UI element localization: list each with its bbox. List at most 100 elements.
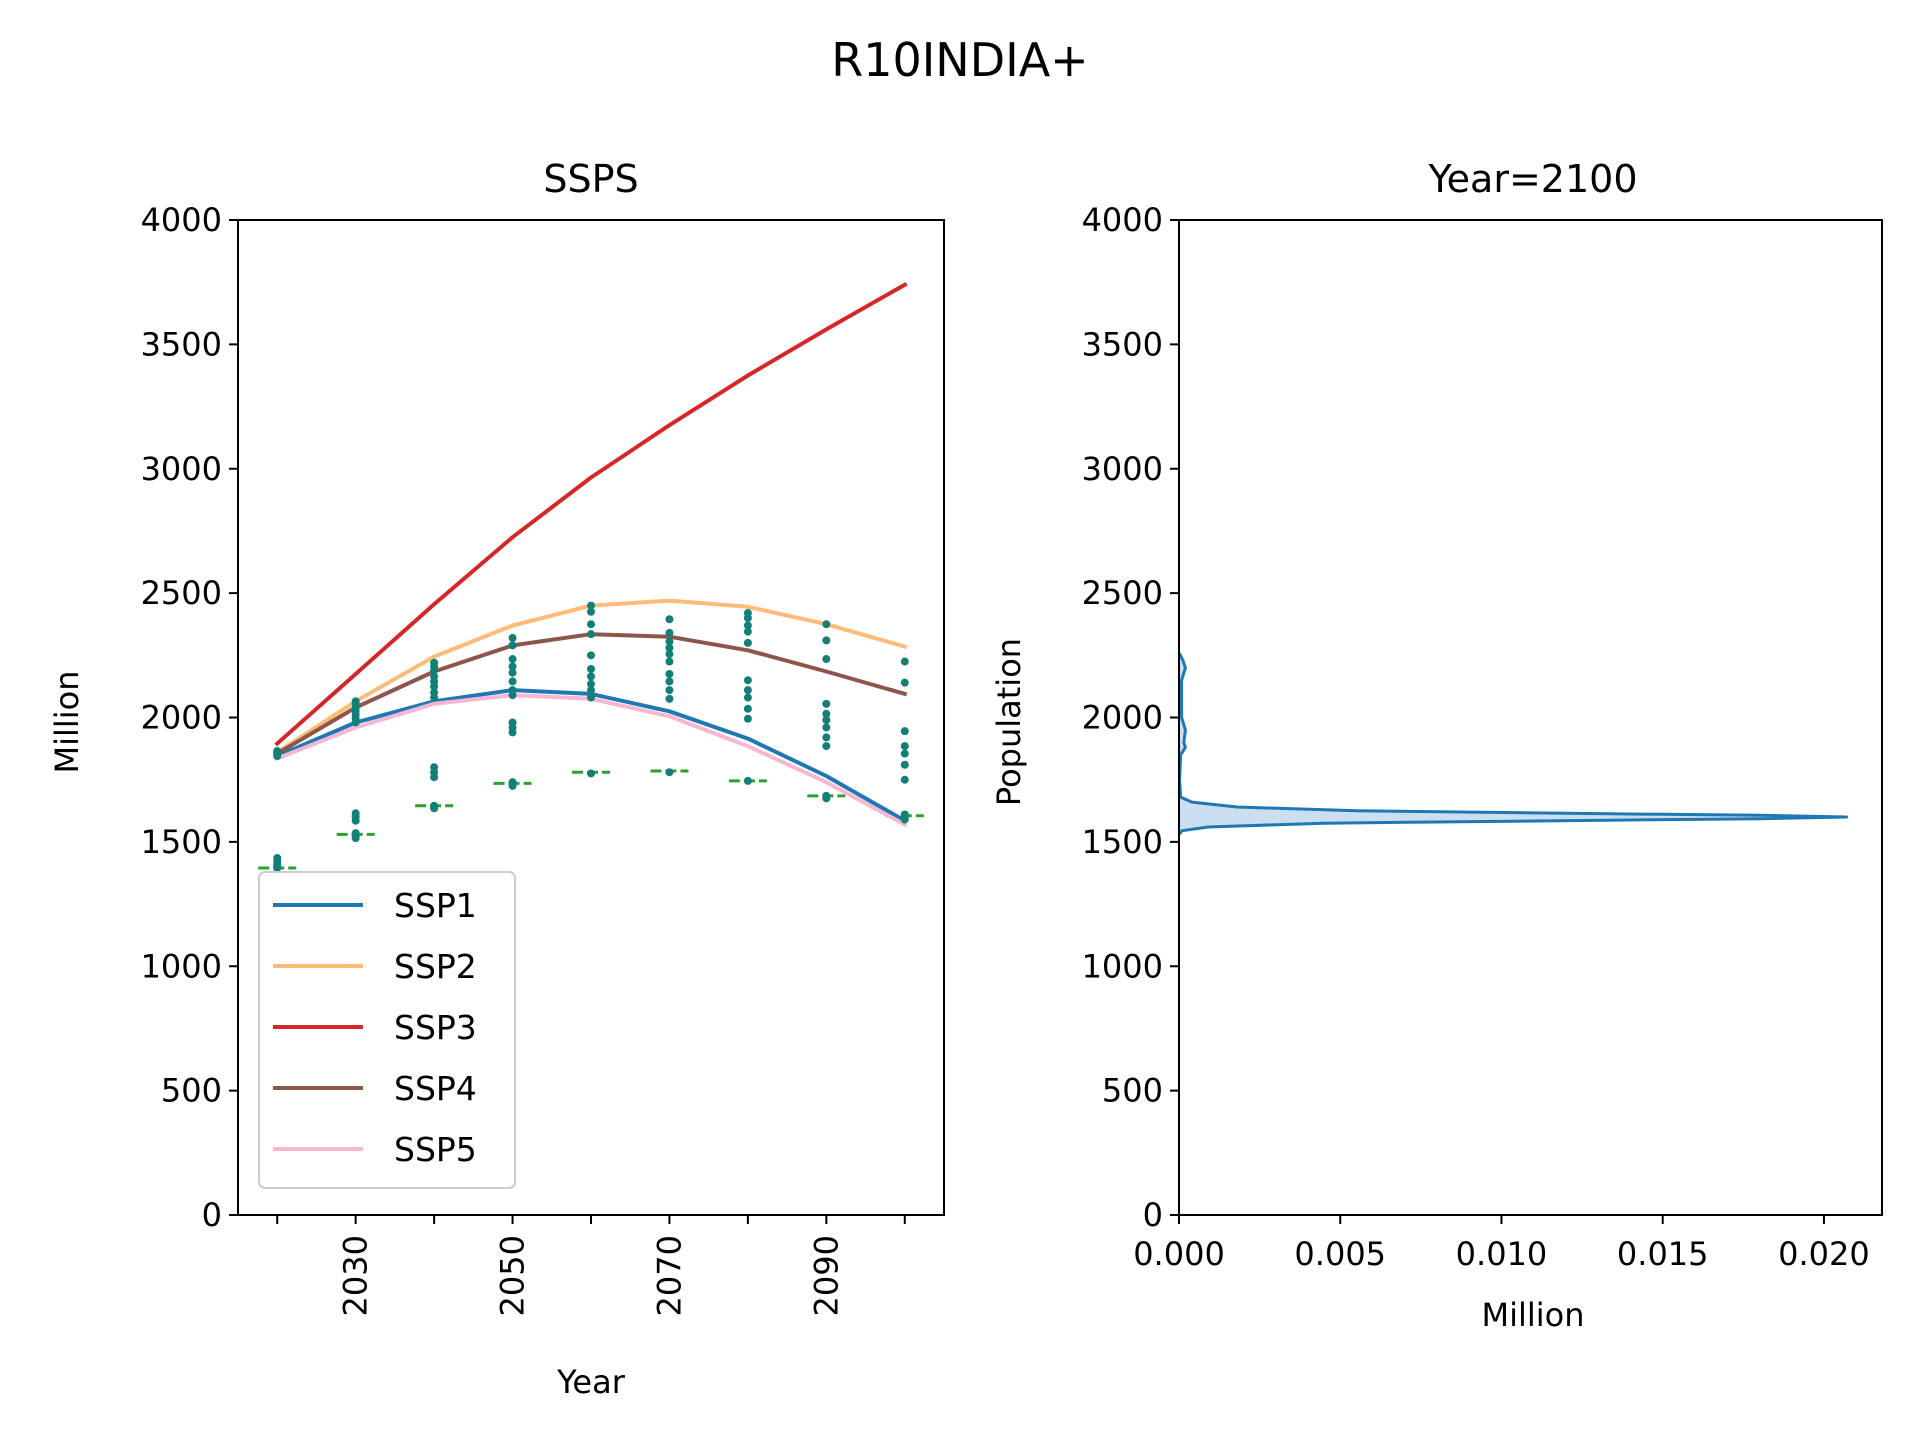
legend-label-ssp5: SSP5	[394, 1130, 477, 1169]
scenario-point	[743, 776, 752, 785]
scenario-point	[665, 669, 674, 678]
ssps-axes-frame	[237, 219, 945, 1216]
y-tick-label: 4000	[141, 201, 222, 239]
scenario-point	[587, 686, 595, 695]
y-tick-label: 500	[161, 1072, 222, 1110]
y-tick-label: 3500	[141, 325, 222, 363]
scenario-point	[273, 747, 282, 756]
ssps-panel: SSPS Year Million 0 500 1000 1500 2000 2500 30…	[48, 157, 945, 1401]
scenario-point	[822, 620, 831, 629]
y-tick-label: 0	[1143, 1196, 1163, 1234]
legend-label-ssp4: SSP4	[394, 1069, 477, 1108]
scenario-point	[508, 686, 517, 695]
scenario-point	[665, 677, 674, 686]
scenario-point	[587, 769, 595, 778]
y-tick-label: 3000	[141, 450, 222, 488]
scenario-point	[508, 668, 517, 677]
scenario-point	[900, 749, 909, 758]
year-2100-panel-title: Year=2100	[1428, 157, 1638, 201]
scenario-point	[822, 723, 831, 732]
scenario-point	[900, 760, 909, 769]
ssps-y-axis-label: Million	[48, 670, 86, 773]
scenario-point	[743, 693, 752, 702]
scenario-point	[508, 662, 517, 671]
scenario-point	[430, 801, 439, 810]
scenario-point	[587, 630, 595, 639]
scenario-point	[743, 627, 752, 636]
scenario-point	[587, 679, 595, 688]
y-tick-label: 3500	[1082, 325, 1163, 363]
scenario-point	[508, 778, 517, 787]
scenario-point	[430, 672, 439, 681]
y-tick-label: 3000	[1082, 450, 1163, 488]
scenario-point	[508, 718, 517, 727]
legend-box	[258, 871, 516, 1189]
scenario-point	[351, 809, 360, 818]
legend-label-ssp2: SSP2	[394, 947, 477, 986]
series-line-ssp5	[274, 693, 908, 828]
scenario-point	[508, 633, 517, 642]
scenario-point	[587, 693, 595, 702]
scenario-point	[822, 636, 831, 645]
scenario-point	[822, 699, 831, 708]
scenario-point	[351, 829, 360, 838]
scenario-point	[351, 697, 360, 706]
y-tick-label: 2500	[1082, 574, 1163, 612]
scenario-point	[665, 637, 674, 646]
scenario-point	[430, 658, 439, 667]
y-tick-label: 1000	[141, 947, 222, 985]
scenario-point	[743, 714, 752, 723]
scenario-point	[743, 621, 752, 630]
year-2100-plot-area: 0 500 1000 1500 2000 2500 3000 3500 4000 0.000 0.0…	[1082, 201, 1883, 1273]
scenario-point	[822, 655, 831, 664]
series-line-ssp3	[274, 281, 908, 747]
scenario-point	[587, 620, 595, 629]
scenario-point	[900, 810, 909, 819]
legend-label-ssp1: SSP1	[394, 886, 477, 925]
year-2100-panel: Year=2100 Million Population 0 500 1000 150…	[990, 157, 1883, 1334]
scenario-point	[430, 763, 439, 772]
x-tick-label: 0.015	[1617, 1235, 1709, 1273]
scenario-point	[822, 742, 831, 751]
scenario-point	[743, 638, 752, 647]
scenario-point	[900, 742, 909, 751]
scenario-point	[273, 854, 282, 863]
x-tick-label: 2050	[494, 1235, 532, 1316]
y-tick-label: 0	[202, 1196, 222, 1234]
scenario-point	[508, 677, 517, 686]
y-tick-label: 1500	[141, 823, 222, 861]
density-line	[1177, 652, 1848, 836]
scenario-point	[900, 775, 909, 784]
scenario-point	[587, 664, 595, 673]
ssps-plot-area: 0 500 1000 1500 2000 2500 3000 3500 4000 2030 2050…	[141, 201, 945, 1316]
series-line-ssp1	[274, 688, 908, 824]
scenario-point	[508, 655, 517, 664]
scenario-point	[900, 657, 909, 666]
y-tick-label: 1500	[1082, 823, 1163, 861]
y-tick-label: 4000	[1082, 201, 1163, 239]
legend-label-ssp3: SSP3	[394, 1008, 477, 1047]
scenario-point	[900, 727, 909, 736]
ssps-x-axis-label: Year	[556, 1363, 626, 1401]
scenario-point	[665, 650, 674, 659]
x-tick-label: 0.005	[1294, 1235, 1386, 1273]
scenario-point	[430, 688, 439, 697]
year-2100-y-axis-label: Population	[990, 638, 1028, 806]
scenario-point	[665, 628, 674, 637]
scenario-point	[508, 641, 517, 650]
figure-title: R10INDIA+	[831, 33, 1088, 87]
year-2100-x-axis-label: Million	[1481, 1296, 1584, 1334]
scenario-point	[665, 694, 674, 703]
year-2100-axes-frame	[1178, 219, 1883, 1216]
scenario-point	[665, 768, 674, 777]
y-tick-label: 2000	[141, 699, 222, 737]
scenario-point	[822, 715, 831, 724]
scenario-point	[665, 686, 674, 695]
scenario-point	[743, 686, 752, 695]
ssps-legend: SSP1 SSP2 SSP3 SSP4 SSP5	[258, 871, 516, 1189]
x-tick-label: 0.020	[1778, 1235, 1870, 1273]
scenario-point	[587, 601, 595, 610]
x-tick-label: 2030	[337, 1235, 375, 1316]
scenario-point	[665, 657, 674, 666]
